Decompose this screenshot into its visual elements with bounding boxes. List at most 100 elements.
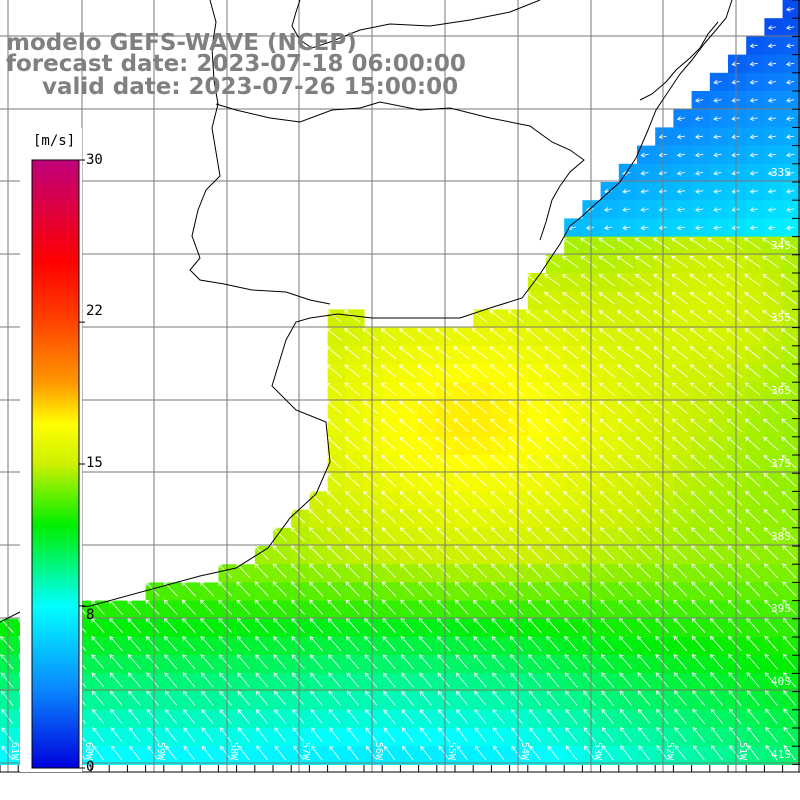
colorbar-segment — [32, 323, 79, 325]
colorbar-segment — [32, 261, 79, 263]
wind-arrow — [291, 672, 305, 688]
wind-arrow — [616, 237, 634, 250]
wind-arrow — [218, 672, 232, 688]
wind-arrow — [654, 490, 670, 506]
colorbar-segment — [32, 554, 79, 556]
wind-arrow — [490, 563, 506, 579]
wind-arrow — [709, 653, 724, 670]
wind-arrow — [709, 545, 724, 560]
wind-arrow — [708, 400, 725, 415]
wind-arrow — [674, 690, 687, 706]
colorbar-segment — [32, 415, 79, 417]
colorbar-segment — [32, 718, 79, 720]
colorbar-segment — [32, 637, 79, 639]
colorbar-segment — [32, 280, 79, 282]
colorbar-segment — [32, 560, 79, 562]
wind-arrow — [546, 690, 560, 706]
wind-arrow — [363, 509, 379, 524]
wind-arrow — [491, 654, 505, 670]
colorbar-segment — [32, 319, 79, 321]
colorbar-segment — [32, 570, 79, 572]
colorbar-segment — [32, 627, 79, 629]
wind-arrow — [417, 490, 433, 506]
colorbar-segment — [32, 711, 79, 713]
colorbar-segment — [32, 331, 79, 333]
colorbar-segment — [32, 348, 79, 350]
wind-arrow — [580, 328, 597, 342]
wind-arrow — [344, 346, 361, 360]
wind-arrow — [619, 672, 633, 688]
wind-arrow — [695, 170, 704, 176]
wind-arrow — [599, 382, 615, 396]
colorbar-segment — [32, 367, 79, 369]
wind-arrow — [345, 563, 360, 579]
colorbar-segment — [32, 566, 79, 568]
wind-arrow — [654, 454, 670, 469]
colorbar-segment — [32, 204, 79, 206]
wind-arrow — [727, 490, 743, 506]
colorbar-segment — [32, 384, 79, 386]
wind-arrow — [472, 472, 488, 487]
wind-arrow — [781, 454, 797, 469]
wind-arrow — [745, 599, 760, 615]
colorbar-segment — [32, 221, 79, 223]
wind-arrow — [672, 472, 688, 487]
wind-arrow — [508, 490, 524, 506]
colorbar-segment — [32, 455, 79, 457]
wind-arrow — [326, 490, 342, 506]
wind-arrow — [398, 382, 415, 396]
wind-arrow — [695, 152, 704, 158]
wind-arrow — [689, 273, 707, 287]
wind-arrow — [346, 690, 360, 706]
wind-arrow — [453, 418, 470, 433]
colorbar-segment — [32, 608, 79, 610]
wind-arrow — [762, 237, 780, 250]
colorbar-segment — [32, 246, 79, 248]
colorbar-segment — [32, 238, 79, 240]
colorbar-segment — [32, 720, 79, 722]
wind-arrow — [749, 116, 758, 121]
wind-arrow — [781, 436, 797, 451]
wind-arrow — [509, 654, 524, 670]
colorbar-segment — [32, 696, 79, 698]
lon-label: 52W — [664, 742, 675, 761]
colorbar-segment — [32, 304, 79, 306]
wind-arrow — [127, 654, 141, 670]
wind-arrow — [365, 745, 377, 761]
colorbar-segment — [32, 337, 79, 339]
colorbar-segment — [32, 642, 79, 644]
colorbar-segment — [32, 390, 79, 392]
colorbar-segment — [32, 650, 79, 652]
colorbar-segment — [32, 164, 79, 166]
wind-arrow — [743, 237, 761, 250]
wind-arrow — [672, 545, 688, 560]
wind-speed-cell — [782, 637, 800, 656]
wind-arrow — [347, 745, 359, 761]
wind-arrow — [783, 726, 796, 743]
colorbar-segment — [32, 449, 79, 451]
wind-arrow — [145, 654, 160, 670]
colorbar-segment — [32, 232, 79, 234]
colorbar-segment — [32, 594, 79, 596]
wind-arrow — [508, 418, 524, 433]
wind-arrow — [673, 654, 688, 670]
wind-arrow — [744, 310, 761, 323]
colorbar-segment — [32, 291, 79, 293]
wind-arrow — [435, 328, 452, 342]
wind-arrow — [183, 727, 196, 742]
wind-arrow — [128, 727, 141, 742]
colorbar-segment — [32, 160, 79, 162]
wind-arrow — [618, 527, 633, 542]
colorbar-segment — [32, 534, 79, 536]
colorbar-segment — [32, 339, 79, 341]
wind-arrow — [472, 436, 488, 451]
colorbar-segment — [32, 382, 79, 384]
wind-arrow — [325, 328, 343, 342]
colorbar-segment — [32, 428, 79, 430]
colorbar-segment — [32, 181, 79, 183]
wind-arrow — [491, 581, 506, 597]
wind-arrow — [254, 635, 269, 652]
wind-arrow — [786, 97, 795, 103]
colorbar-segment — [32, 707, 79, 709]
wind-arrow — [108, 599, 123, 615]
